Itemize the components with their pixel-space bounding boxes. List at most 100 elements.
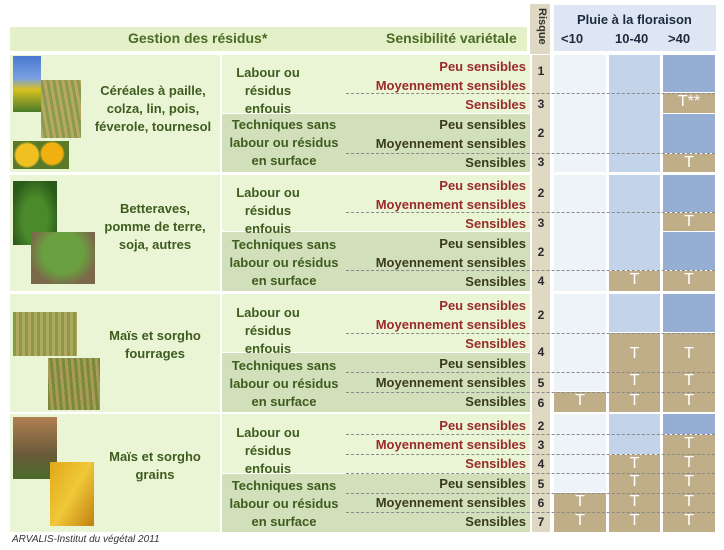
col-gt40: >40	[668, 31, 691, 46]
cell-t: T**	[663, 93, 715, 113]
sens-3b-sens: Sensibles	[465, 394, 526, 409]
header-title: Gestion des résidus*	[128, 30, 268, 46]
photo-maize-forage-2	[48, 358, 100, 410]
cell-t: T	[575, 512, 585, 529]
cell-t: T	[684, 392, 694, 409]
dashed-line	[346, 212, 715, 213]
sens-2b-moy: Moyennement sensibles	[375, 255, 526, 270]
labour-3: Labour ou résidus enfouis	[236, 305, 300, 356]
risk-value: 5	[537, 376, 545, 390]
sens-4b-moy: Moyennement sensibles	[375, 495, 526, 510]
cell-t: T	[663, 213, 715, 231]
risk-value: 4	[537, 274, 545, 288]
crop-4: Maïs et sorgho grains	[109, 449, 201, 482]
pluie-header-bg	[554, 5, 716, 51]
dashed-line	[346, 434, 715, 435]
cell	[609, 55, 660, 172]
dashed-line	[346, 392, 715, 393]
sens-2b-peu: Peu sensibles	[439, 236, 526, 251]
cell	[554, 294, 606, 391]
group-4-tech-bg	[222, 474, 530, 532]
risk-value: 1	[537, 64, 545, 78]
photo-colza	[13, 56, 41, 112]
cell-t: T	[684, 473, 694, 490]
group-1-tech-bg	[222, 114, 530, 172]
cell-t: T	[554, 392, 606, 412]
dashed-line	[346, 372, 715, 373]
sens-2-moy: Moyennement sensibles	[375, 197, 526, 212]
tech-2: Techniques sans labour ou résidus en sur…	[229, 237, 339, 288]
risk-column	[532, 55, 550, 532]
risk-header: Risque	[536, 8, 548, 45]
crop-2: Betteraves, pomme de terre, soja, autres	[104, 201, 206, 252]
risk-value: 6	[537, 496, 545, 510]
tech-1: Techniques sans labour ou résidus en sur…	[229, 117, 339, 168]
cell-t: T	[629, 512, 640, 529]
cell	[663, 55, 715, 92]
cell	[663, 114, 715, 153]
cell-t: T	[663, 154, 715, 172]
sens-3b-moy: Moyennement sensibles	[375, 375, 526, 390]
dashed-line	[346, 270, 715, 271]
photo-sorghum	[13, 417, 57, 479]
group-3-tech-bg	[222, 353, 530, 412]
cell	[663, 294, 715, 332]
col-10-40: 10-40	[615, 31, 649, 46]
crop-3: Maïs et sorgho fourrages	[109, 328, 201, 361]
group-2-labour-bg	[222, 175, 530, 231]
risk-header-bg	[530, 4, 550, 54]
risk-value: 6	[537, 396, 545, 410]
photo-sunflower	[13, 141, 69, 169]
sens-3-peu: Peu sensibles	[439, 298, 526, 313]
sens-3-moy: Moyennement sensibles	[375, 317, 526, 332]
dashed-line	[346, 473, 715, 474]
cell-t: T	[663, 271, 715, 291]
cell-t: T	[684, 454, 694, 471]
cell	[554, 55, 606, 172]
cell	[554, 414, 606, 492]
risk-value: 5	[537, 477, 545, 491]
sens-1-moy: Moyennement sensibles	[375, 78, 526, 93]
labour-1: Labour ou résidus enfouis	[236, 65, 300, 116]
sens-3b-peu: Peu sensibles	[439, 356, 526, 371]
cell-t: T	[663, 435, 715, 532]
pluie-header: Pluie à la floraison	[577, 12, 692, 27]
cell	[609, 294, 660, 332]
footer-credit: ARVALIS-Institut du végétal 2011	[12, 534, 160, 545]
sens-4b-peu: Peu sensibles	[439, 476, 526, 491]
sens-4-peu: Peu sensibles	[439, 418, 526, 433]
cell	[663, 232, 715, 270]
cell-t: T	[684, 372, 694, 389]
cell-t: T	[609, 271, 660, 291]
photo-potato	[31, 232, 95, 284]
risk-value: 2	[537, 419, 545, 433]
group-4-labour-bg	[222, 414, 530, 473]
tech-3: Techniques sans labour ou résidus en sur…	[229, 358, 339, 409]
group-2-tech-bg	[222, 232, 530, 291]
photo-wheat	[41, 80, 81, 138]
sens-3-sens: Sensibles	[465, 336, 526, 351]
sens-1b-moy: Moyennement sensibles	[375, 136, 526, 151]
cell-t: T	[629, 392, 640, 409]
group-1-labour-bg	[222, 55, 530, 113]
risk-value: 2	[537, 308, 545, 322]
risk-value: 4	[537, 345, 545, 359]
dashed-line	[346, 454, 715, 455]
sens-1-peu: Peu sensibles	[439, 59, 526, 74]
dashed-line	[346, 493, 715, 494]
sens-4-sens: Sensibles	[465, 456, 526, 471]
header-band	[10, 27, 527, 51]
cell-t: T	[629, 493, 640, 510]
risk-value: 7	[537, 515, 545, 529]
cell-t: T	[629, 372, 640, 389]
risk-value: 3	[537, 155, 545, 169]
sens-2-peu: Peu sensibles	[439, 178, 526, 193]
cell	[663, 414, 715, 434]
risk-value: 3	[537, 97, 545, 111]
cell-t: T	[684, 493, 694, 510]
cell-t: T	[684, 512, 694, 529]
group-3-labour-bg	[222, 294, 530, 352]
risk-value: 2	[537, 126, 545, 140]
photo-maize-forage-1	[13, 312, 77, 356]
crop-1: Céréales à paille, colza, lin, pois, fév…	[94, 83, 212, 134]
